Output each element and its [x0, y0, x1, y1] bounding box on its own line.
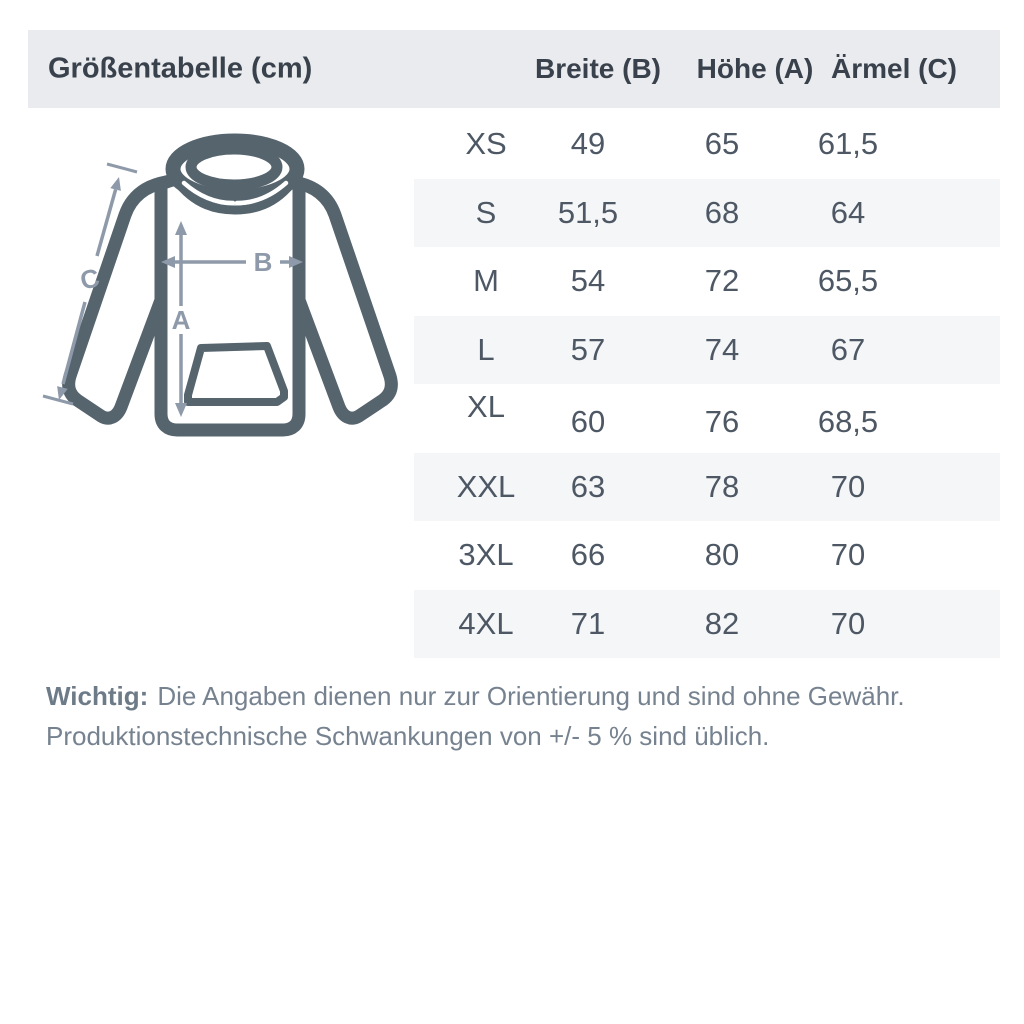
size-label: XS	[465, 126, 507, 162]
breite-value: 57	[570, 331, 606, 367]
breite-value: 54	[570, 263, 606, 299]
hoehe-value: 78	[704, 468, 740, 504]
disclaimer-line-1: Wichtig: Die Angaben dienen nur zur Orien…	[46, 676, 976, 716]
hoodie-pocket	[184, 342, 288, 406]
aermel-value: 70	[830, 605, 866, 641]
table-row-xl: XL 60 76 68,5	[414, 384, 1000, 453]
size-label: 4XL	[458, 605, 514, 641]
hoehe-value: 65	[704, 126, 740, 162]
sleeve-arrow-c: C	[42, 162, 138, 406]
disclaimer: Wichtig: Die Angaben dienen nur zur Orien…	[46, 676, 976, 756]
aermel-value: 61,5	[817, 126, 879, 162]
column-header-hoehe: Höhe (A)	[696, 53, 814, 84]
dimension-label-b: B	[254, 247, 273, 277]
disclaimer-line-2: Produktionstechnische Schwankungen von +…	[46, 721, 770, 751]
breite-value: 51,5	[557, 194, 619, 230]
size-label: S	[475, 194, 497, 230]
table-row-xxl: XXL 63 78 70	[414, 452, 1000, 521]
disclaimer-text-1: Die Angaben dienen nur zur Orientierung …	[157, 681, 905, 711]
aermel-value: 70	[830, 468, 866, 504]
table-row-l: L 57 74 67	[414, 315, 1000, 384]
breite-value: 60	[570, 404, 606, 440]
hoodie-diagram: A B C	[42, 133, 398, 437]
dimension-label-a: A	[172, 305, 191, 335]
breite-value: 49	[570, 126, 606, 162]
size-label: L	[477, 331, 495, 367]
size-label: M	[473, 263, 499, 299]
breite-value: 71	[570, 605, 606, 641]
hoehe-value: 74	[704, 331, 740, 367]
table-row-m: M 54 72 65,5	[414, 247, 1000, 316]
aermel-value: 65,5	[817, 263, 879, 299]
aermel-value: 70	[830, 537, 866, 573]
page-title: Größentabelle (cm)	[48, 52, 313, 85]
table-row-3xl: 3XL 66 80 70	[414, 521, 1000, 590]
aermel-value: 64	[830, 194, 866, 230]
header-band: Größentabelle (cm) Breite (B) Höhe (A) Ä…	[28, 30, 1000, 108]
hoehe-value: 68	[704, 194, 740, 230]
hoehe-value: 72	[704, 263, 740, 299]
hoehe-value: 76	[704, 404, 740, 440]
table-row-xs: XS 49 65 61,5	[414, 110, 1000, 179]
size-label: XL	[467, 389, 505, 425]
breite-value: 63	[570, 468, 606, 504]
column-header-aermel: Ärmel (C)	[830, 53, 958, 84]
size-table: XS 49 65 61,5 S 51,5 68 64 M 54 72 65,5 …	[414, 110, 1000, 658]
table-row-4xl: 4XL 71 82 70	[414, 589, 1000, 658]
hoodie-sleeves	[62, 175, 398, 425]
aermel-value: 67	[830, 331, 866, 367]
breite-value: 66	[570, 537, 606, 573]
hoehe-value: 80	[704, 537, 740, 573]
width-arrow-b: B	[161, 247, 303, 277]
hoehe-value: 82	[704, 605, 740, 641]
column-header-breite: Breite (B)	[534, 53, 662, 84]
hoodie-hood	[165, 133, 305, 215]
size-label: XXL	[456, 468, 516, 504]
table-row-s: S 51,5 68 64	[414, 178, 1000, 247]
dimension-label-c: C	[77, 262, 103, 296]
size-label: 3XL	[458, 537, 514, 573]
important-label: Wichtig:	[46, 681, 149, 711]
height-arrow-a: A	[172, 221, 191, 417]
aermel-value: 68,5	[817, 404, 879, 440]
